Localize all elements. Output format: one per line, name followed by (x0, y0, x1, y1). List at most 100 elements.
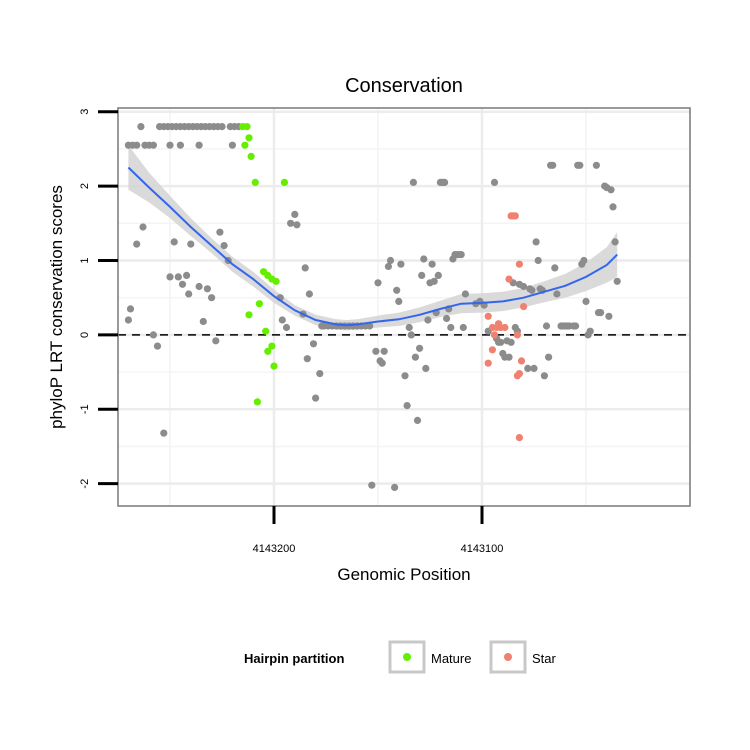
data-point-other (133, 240, 141, 248)
data-point-other (403, 402, 411, 410)
data-point-other (228, 141, 236, 149)
plot-panel-border (117, 107, 691, 507)
data-point-star (495, 320, 503, 328)
data-point-star (484, 359, 492, 367)
data-point-other (183, 271, 191, 279)
data-point-other (216, 228, 224, 236)
data-point-other (605, 312, 613, 320)
x-tick-label: 4143200 (253, 543, 296, 555)
x-axis-title: Genomic Position (337, 565, 470, 584)
data-point-other (507, 338, 515, 346)
x-tick-label: 4143100 (461, 543, 504, 555)
data-point-other (409, 178, 417, 186)
data-point-other (416, 344, 424, 352)
data-point-other (607, 186, 615, 194)
legend-label-star: Star (532, 651, 557, 666)
data-point-other (528, 286, 536, 294)
data-point-other (301, 264, 309, 272)
data-point-other (291, 210, 299, 218)
data-point-mature (270, 362, 278, 370)
data-point-other (457, 251, 465, 259)
data-point-mature (264, 347, 272, 355)
data-point-other (124, 316, 132, 324)
data-point-other (443, 314, 451, 323)
data-point-other (366, 322, 374, 330)
legend-item-star: Star (489, 640, 557, 674)
data-point-other (609, 203, 617, 211)
data-point-mature (262, 327, 270, 335)
legend-label-mature: Mature (431, 651, 471, 666)
data-point-other (461, 290, 469, 298)
data-point-star (484, 312, 492, 320)
data-point-other (549, 161, 557, 169)
data-point-other (597, 309, 605, 317)
chart-title: Conservation (345, 75, 463, 97)
data-point-other (428, 260, 436, 268)
data-point-other (305, 290, 313, 298)
data-point-other (166, 141, 174, 149)
data-point-other (212, 337, 220, 345)
data-point-other (534, 256, 542, 265)
data-point-other (553, 290, 561, 298)
data-point-other (430, 277, 438, 285)
data-point-other (176, 141, 184, 149)
data-point-other (166, 273, 174, 281)
data-point-star (490, 331, 499, 339)
data-point-other (592, 161, 601, 169)
y-tick-label: 3 (79, 109, 91, 115)
data-point-other (380, 347, 388, 355)
data-point-other (378, 359, 386, 367)
data-point-other (293, 221, 301, 229)
data-point-other (195, 141, 203, 149)
data-point-other (149, 331, 157, 339)
data-point-star (515, 370, 524, 378)
data-point-other (160, 429, 168, 437)
data-point-other (153, 342, 162, 350)
data-point-other (384, 262, 392, 271)
data-point-other (551, 264, 559, 272)
data-point-other (386, 256, 395, 265)
data-point-other (540, 372, 549, 380)
y-tick-label: 0 (79, 332, 91, 338)
data-point-star (515, 260, 524, 268)
data-point-other (418, 271, 426, 279)
legend-item-mature: Mature (388, 640, 471, 674)
confidence-band-area (128, 145, 618, 331)
data-point-other (170, 238, 178, 246)
y-tick-label: -1 (79, 404, 91, 414)
data-point-other (545, 353, 553, 361)
data-point-other (407, 331, 415, 339)
data-point-mature (272, 277, 280, 285)
data-point-other (505, 353, 513, 361)
y-tick-label: 1 (79, 257, 91, 263)
data-point-other (611, 238, 619, 246)
data-point-other (524, 364, 532, 372)
data-point-other (572, 322, 580, 330)
data-point-other (309, 340, 318, 348)
data-point-mature (243, 123, 251, 131)
y-axis: -2 -1 0 1 2 3 (79, 109, 118, 489)
data-point-other (576, 161, 584, 169)
data-point-other (401, 372, 409, 380)
data-point-star (511, 212, 519, 220)
data-point-other (434, 271, 442, 279)
data-point-other (220, 242, 228, 250)
data-point-other (203, 285, 211, 293)
data-point-other (133, 141, 141, 149)
data-point-other (411, 353, 419, 361)
data-point-other (520, 282, 528, 291)
data-point-other (312, 394, 320, 402)
data-point-other (139, 223, 147, 231)
data-point-other (497, 338, 505, 346)
legend-key-mature (388, 640, 426, 674)
data-point-other (580, 256, 588, 265)
data-point-star (488, 346, 496, 354)
data-point-mature (247, 152, 255, 160)
y-tick-label: 2 (79, 183, 91, 189)
data-point-mature (253, 398, 261, 406)
data-point-other (199, 317, 207, 326)
data-point-other (532, 238, 540, 246)
legend-dot-star (504, 653, 512, 661)
data-point-other (187, 240, 195, 248)
